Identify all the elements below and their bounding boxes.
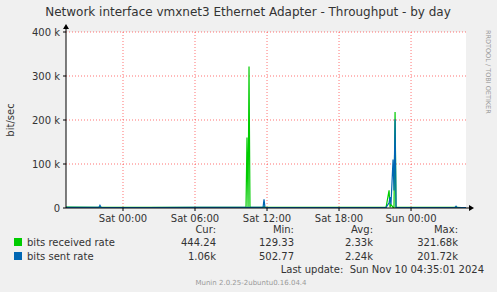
grid-line — [66, 76, 466, 77]
chart: Network interface vmxnet3 Ethernet Adapt… — [0, 0, 497, 292]
grid-line — [339, 32, 340, 208]
series-group — [66, 66, 466, 207]
x-tick-label: Sat 12:00 — [243, 213, 291, 224]
y-label: bit/sec — [5, 103, 16, 136]
y-tick-label: 200 k — [32, 115, 60, 126]
legend-header: Avg: — [351, 224, 373, 235]
grid-line — [123, 32, 124, 208]
x-tick-label: Sat 00:00 — [99, 213, 147, 224]
legend-swatch — [14, 252, 22, 260]
x-tick-label: Sun 00:00 — [386, 213, 437, 224]
legend-header: Min: — [273, 224, 294, 235]
x-tick-label: Sat 06:00 — [171, 213, 219, 224]
y-tick-label: 100 k — [32, 159, 60, 170]
grid-line — [411, 32, 412, 208]
legend-stat: 2.24k — [345, 251, 373, 262]
last-update: Last update: Sun Nov 10 04:35:01 2024 — [281, 264, 484, 275]
footer: Munin 2.0.25-2ubuntu0.16.04.4 — [195, 279, 307, 287]
grid-line — [66, 32, 466, 33]
series-line — [66, 119, 466, 207]
y-tick-label: 0 — [54, 203, 60, 214]
legend-stat: 321.68k — [417, 237, 458, 248]
legend-header: Cur: — [195, 224, 216, 235]
legend-stat: 1.06k — [188, 251, 216, 262]
grid-line — [195, 32, 196, 208]
plot-area — [66, 32, 466, 208]
legend-stat: 444.24 — [181, 237, 216, 248]
background — [0, 0, 497, 292]
y-tick-label: 400 k — [32, 27, 60, 38]
grid-line — [66, 164, 466, 165]
grid-line — [66, 120, 466, 121]
series-line — [66, 66, 466, 207]
legend-label: bits sent rate — [27, 251, 94, 262]
legend-stat: 2.33k — [345, 237, 373, 248]
x-axis — [66, 208, 470, 209]
watermark: RRDTOOL / TOBI OETIKER — [484, 30, 492, 114]
y-tick-label: 300 k — [32, 71, 60, 82]
y-axis — [66, 28, 67, 208]
x-axis-arrow — [469, 205, 474, 211]
legend-stat: 129.33 — [259, 237, 294, 248]
legend-swatch — [14, 238, 22, 246]
legend-header: Max: — [434, 224, 458, 235]
x-tick-label: Sat 18:00 — [315, 213, 363, 224]
legend-stat: 201.72k — [417, 251, 458, 262]
legend-label: bits received rate — [27, 237, 115, 248]
legend-stat: 502.77 — [259, 251, 294, 262]
y-axis-arrow — [63, 24, 69, 29]
grid-line — [267, 32, 268, 208]
title: Network interface vmxnet3 Ethernet Adapt… — [45, 5, 451, 19]
